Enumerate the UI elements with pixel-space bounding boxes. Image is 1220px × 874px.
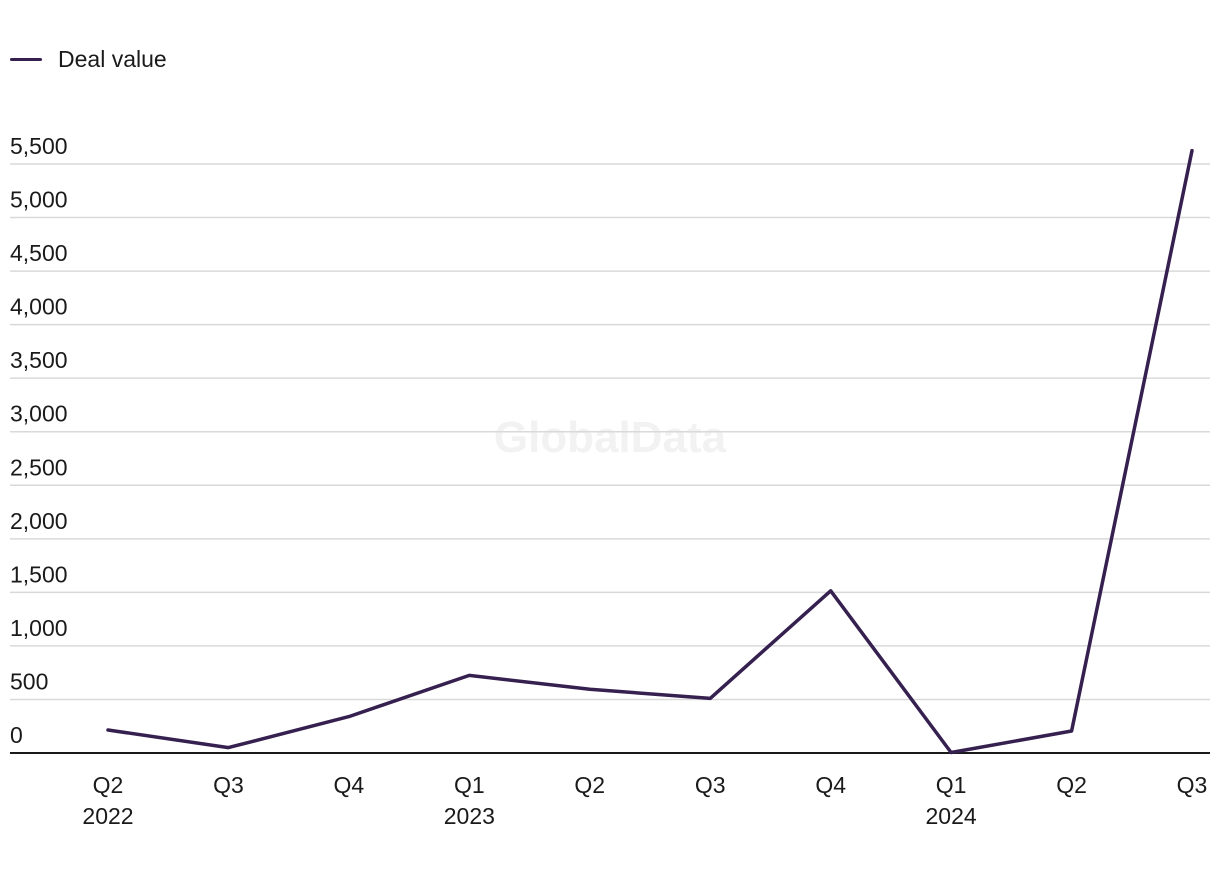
y-tick-label: 0 <box>10 722 23 748</box>
y-tick-label: 1,000 <box>10 615 68 641</box>
x-tick-label-quarter: Q1 <box>454 772 485 798</box>
x-tick-label-year: 2023 <box>444 803 495 829</box>
x-tick-label-quarter: Q4 <box>334 772 365 798</box>
y-tick-label: 5,000 <box>10 187 68 213</box>
series-line-deal-value <box>106 148 1194 755</box>
x-tick-label-quarter: Q4 <box>815 772 846 798</box>
x-tick-label-quarter: Q1 <box>936 772 967 798</box>
watermark: GlobalData <box>494 413 727 462</box>
y-tick-label: 4,500 <box>10 240 68 266</box>
x-axis-ticks: Q2 2022 Q3 Q4 Q1 2023 Q2 Q3 Q4 Q1 2024 Q2 Q3 <box>82 772 1207 829</box>
y-tick-label: 3,500 <box>10 347 68 373</box>
y-tick-label: 1,500 <box>10 561 68 587</box>
y-tick-label: 4,000 <box>10 294 68 320</box>
y-tick-label: 2,000 <box>10 508 68 534</box>
x-tick-label-quarter: Q3 <box>695 772 726 798</box>
y-tick-label: 500 <box>10 668 48 694</box>
y-tick-label: 2,500 <box>10 454 68 480</box>
y-tick-label: 3,000 <box>10 401 68 427</box>
y-tick-label: 5,500 <box>10 133 68 159</box>
x-tick-label-quarter: Q2 <box>1056 772 1087 798</box>
x-tick-label-quarter: Q2 <box>93 772 124 798</box>
x-tick-label-quarter: Q2 <box>574 772 605 798</box>
x-tick-label-quarter: Q3 <box>213 772 244 798</box>
x-tick-label-year: 2022 <box>82 803 133 829</box>
x-tick-label-quarter: Q3 <box>1177 772 1208 798</box>
gridlines <box>10 163 1210 701</box>
legend: Deal value <box>10 46 167 73</box>
legend-label-deal-value: Deal value <box>58 46 167 72</box>
y-axis-ticks: 0 500 1,000 1,500 2,000 2,500 3,000 3,500 4,000 4… <box>10 133 68 748</box>
legend-swatch <box>10 58 42 61</box>
x-tick-label-year: 2024 <box>926 803 977 829</box>
